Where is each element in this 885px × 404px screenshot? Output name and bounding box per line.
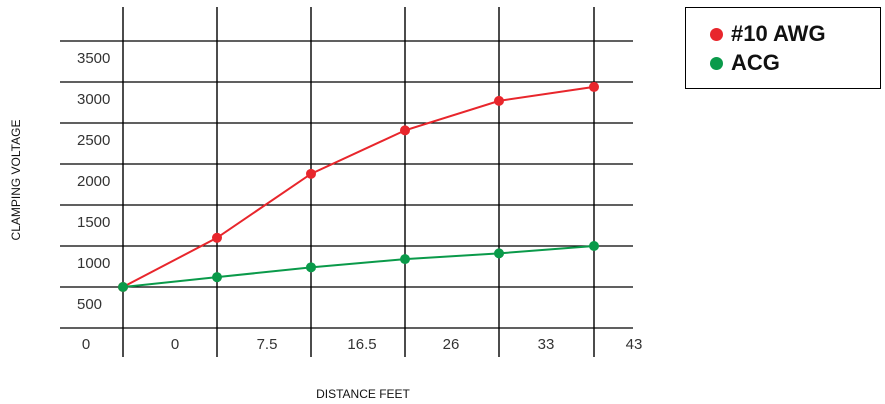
y-tick-label: 2000	[77, 173, 110, 190]
y-tick-label: 500	[77, 296, 102, 313]
legend: #10 AWG ACG	[685, 7, 881, 89]
series-line-0	[122, 85, 595, 288]
data-point	[306, 262, 316, 273]
data-point	[118, 282, 128, 292]
y-axis-title: CLAMPING VOLTAGE	[9, 120, 23, 241]
x-tick-label: 7.5	[257, 336, 278, 353]
legend-item-awg: #10 AWG	[710, 21, 826, 47]
x-axis-title: DISTANCE FEET	[316, 387, 410, 401]
x-tick-label: 33	[538, 336, 555, 353]
data-point	[589, 241, 599, 251]
legend-item-acg: ACG	[710, 50, 780, 76]
series-group	[118, 81, 599, 292]
x-tick-label: 26	[443, 336, 460, 353]
y-tick-label: 3500	[77, 50, 110, 67]
data-point	[400, 125, 410, 136]
legend-label-awg: #10 AWG	[731, 21, 826, 46]
y-tick-label: 2500	[77, 132, 110, 149]
data-point	[494, 248, 504, 259]
data-point	[212, 232, 222, 243]
tick-labels: 500 1000 1500 2000 2500 3000 3500 0 0 7.5 16.5 26 33…	[77, 50, 642, 353]
grid	[60, 7, 633, 357]
data-point	[212, 272, 222, 283]
series-line-1	[122, 245, 595, 288]
x-tick-label: 0	[82, 336, 90, 353]
x-tick-label: 0	[171, 336, 179, 353]
y-tick-label: 3000	[77, 91, 110, 108]
data-point	[306, 168, 316, 179]
x-tick-label: 16.5	[347, 336, 376, 353]
data-point	[589, 81, 599, 92]
legend-marker-awg	[710, 27, 723, 41]
y-tick-label: 1000	[77, 255, 110, 272]
legend-marker-acg	[710, 56, 723, 70]
legend-label-acg: ACG	[731, 50, 780, 75]
x-tick-label: 43	[626, 336, 643, 353]
y-tick-label: 1500	[77, 214, 110, 231]
data-point	[494, 95, 504, 106]
data-point	[400, 254, 410, 265]
